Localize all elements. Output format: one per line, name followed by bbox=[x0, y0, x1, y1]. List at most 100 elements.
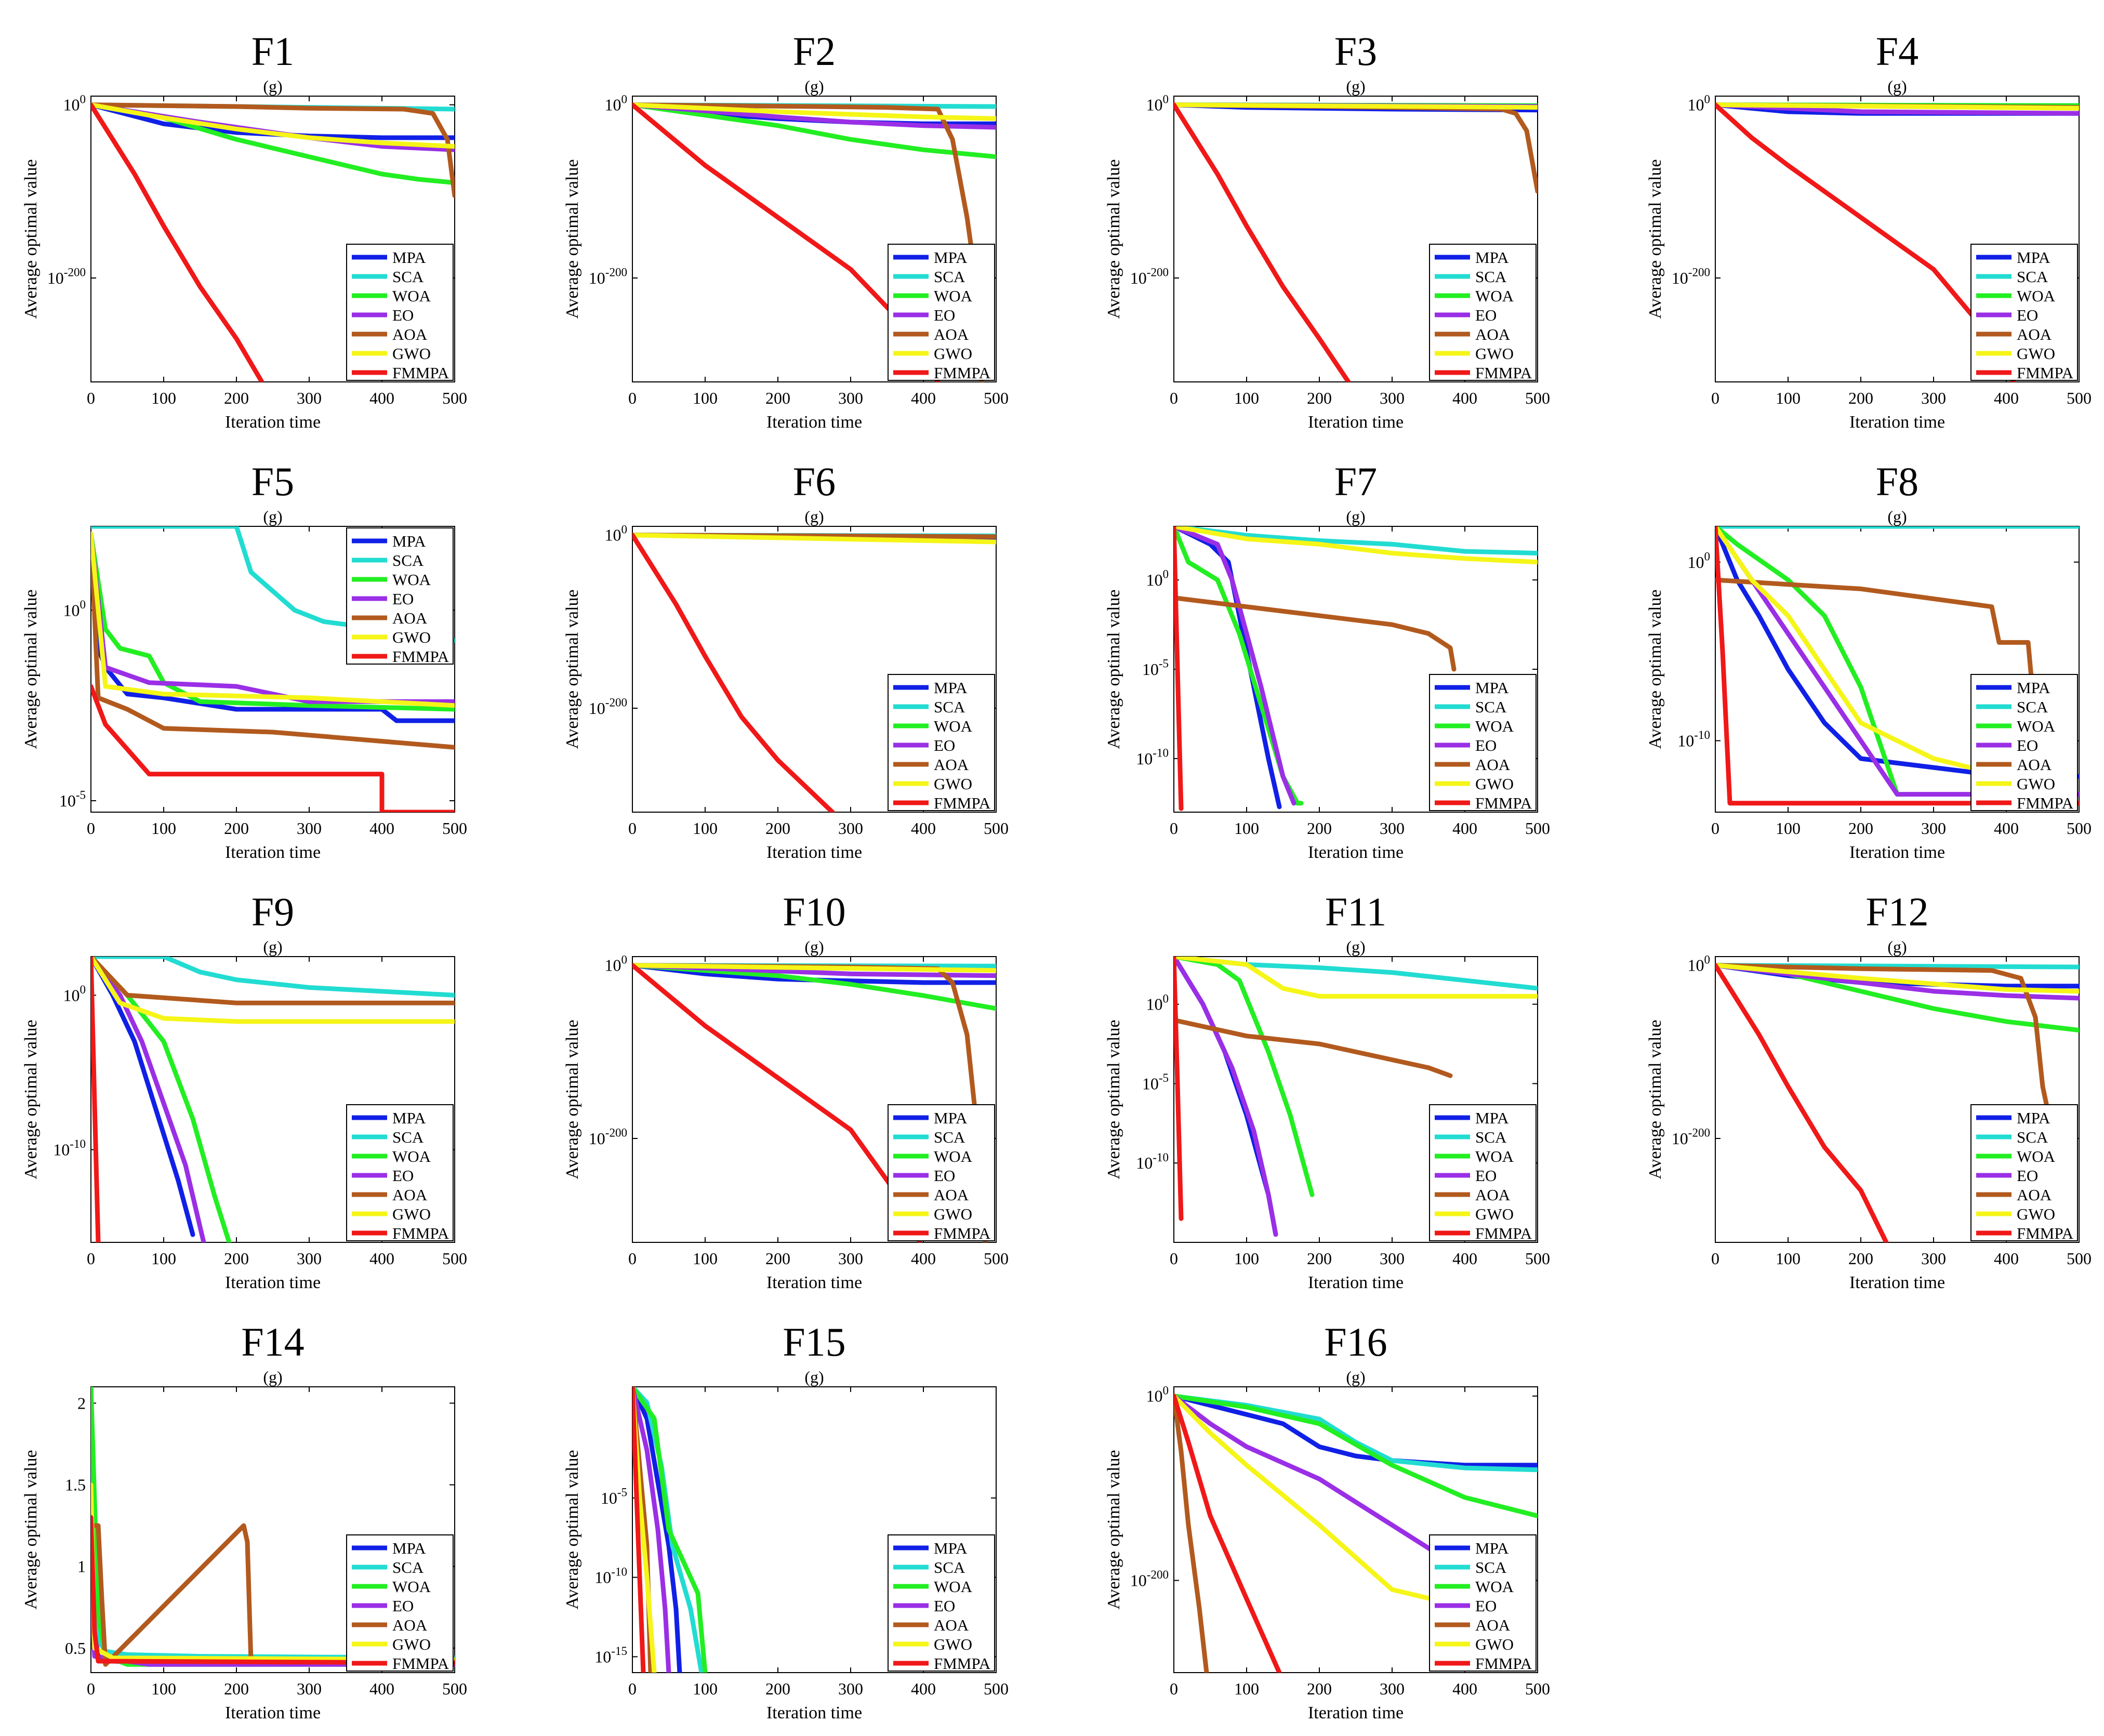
series-line-MPA bbox=[1174, 526, 1282, 810]
x-tick-label: 0 bbox=[628, 389, 637, 407]
y-axis-label: Average optimal value bbox=[563, 1019, 582, 1179]
series-line-FMMPA bbox=[1715, 526, 2079, 806]
chart-title: F5 bbox=[252, 459, 294, 504]
x-tick-label: 400 bbox=[911, 1249, 936, 1268]
legend-label-AOA: AOA bbox=[934, 756, 969, 774]
y-axis-label: Average optimal value bbox=[21, 1450, 41, 1609]
legend-label-SCA: SCA bbox=[392, 268, 424, 286]
y-axis-label: Average optimal value bbox=[1646, 589, 1665, 749]
y-tick-label: 100 bbox=[63, 983, 86, 1004]
legend-label-MPA: MPA bbox=[934, 1109, 968, 1127]
legend-label-FMMPA: FMMPA bbox=[934, 1654, 991, 1673]
legend-label-EO: EO bbox=[934, 736, 955, 754]
x-tick-label: 500 bbox=[984, 389, 1009, 407]
series-line-WOA bbox=[1174, 526, 1304, 806]
x-tick-label: 200 bbox=[1848, 1249, 1873, 1268]
chart-title: F10 bbox=[783, 889, 845, 934]
x-tick-label: 100 bbox=[151, 1679, 176, 1698]
chart-F7: F7 (g) 0 100 200 300 400 500 100 10-5 10-10 Iterati… bbox=[1104, 459, 1550, 862]
series-line-FMMPA bbox=[91, 1515, 455, 1665]
series-line-FMMPA bbox=[1174, 957, 1184, 1221]
chart-F4: F4 (g) 0 100 200 300 400 500 100 10-200 Iteration … bbox=[1646, 29, 2092, 432]
legend-label-WOA: WOA bbox=[1475, 1147, 1514, 1165]
y-tick-label: 10-5 bbox=[601, 1485, 627, 1507]
chart-subtitle: (g) bbox=[263, 1368, 282, 1386]
y-axis-label: Average optimal value bbox=[21, 159, 41, 319]
series-line-GWO bbox=[91, 102, 455, 149]
series-line-GWO bbox=[1174, 957, 1538, 999]
x-tick-label: 100 bbox=[1234, 389, 1259, 407]
x-tick-label: 200 bbox=[765, 819, 790, 838]
y-tick-label: 10-5 bbox=[1142, 657, 1169, 679]
legend-label-EO: EO bbox=[2017, 736, 2038, 754]
legend-label-SCA: SCA bbox=[392, 551, 424, 569]
x-tick-label: 100 bbox=[1776, 819, 1801, 838]
x-tick-label: 100 bbox=[1776, 1249, 1801, 1268]
chart-F1: F1 (g) 0 100 200 300 400 500 100 10-200 Iteration … bbox=[21, 29, 467, 432]
series-line-AOA bbox=[91, 957, 455, 1005]
x-tick-label: 100 bbox=[693, 1249, 718, 1268]
y-tick-label: 10-15 bbox=[594, 1644, 627, 1666]
legend-label-GWO: GWO bbox=[934, 1635, 972, 1653]
x-tick-label: 200 bbox=[765, 1249, 790, 1268]
chart-subtitle: (g) bbox=[1346, 77, 1365, 96]
series-group bbox=[91, 957, 455, 1242]
y-tick-label: 100 bbox=[1146, 1383, 1169, 1405]
x-tick-label: 300 bbox=[1921, 819, 1946, 838]
series-line-FMMPA bbox=[1174, 526, 1184, 811]
series-line-FMMPA bbox=[1715, 963, 1889, 1242]
x-axis-label: Iteration time bbox=[225, 1273, 321, 1292]
y-tick-label: 10-200 bbox=[47, 266, 86, 287]
legend-label-FMMPA: FMMPA bbox=[1475, 794, 1532, 812]
legend-label-MPA: MPA bbox=[1475, 1109, 1509, 1127]
legend-label-EO: EO bbox=[1475, 306, 1497, 324]
series-line-EO bbox=[1715, 963, 2079, 1001]
series-line-AOA bbox=[1174, 1394, 1209, 1673]
chart-F10: F10 (g) 0 100 200 300 400 500 100 10-200 Iteration… bbox=[563, 889, 1009, 1292]
series-line-AOA bbox=[1715, 577, 2038, 725]
x-tick-label: 100 bbox=[693, 389, 718, 407]
chart-F9: F9 (g) 0 100 200 300 400 500 100 10-10 Iteration t… bbox=[21, 889, 467, 1292]
x-tick-label: 500 bbox=[1525, 1249, 1550, 1268]
legend-label-WOA: WOA bbox=[392, 571, 431, 589]
x-tick-label: 0 bbox=[1170, 1679, 1178, 1698]
chart-F14: F14 (g) 0 100 200 300 400 500 0.5 1 1.5 2 Iteration … bbox=[21, 1319, 467, 1722]
series-line-FMMPA bbox=[632, 1387, 646, 1673]
legend-label-AOA: AOA bbox=[1475, 1186, 1511, 1204]
legend-label-SCA: SCA bbox=[2017, 1128, 2048, 1146]
y-tick-label: 100 bbox=[1146, 92, 1169, 114]
legend-label-GWO: GWO bbox=[392, 1205, 431, 1223]
x-axis-label: Iteration time bbox=[1849, 843, 1945, 862]
series-line-EO bbox=[1174, 526, 1296, 806]
series-line-FMMPA bbox=[632, 533, 835, 812]
legend-box bbox=[346, 244, 454, 381]
y-axis-label: Average optimal value bbox=[563, 159, 582, 319]
x-tick-label: 300 bbox=[297, 389, 322, 407]
x-tick-label: 100 bbox=[1234, 1679, 1259, 1698]
x-tick-label: 400 bbox=[369, 819, 394, 838]
x-axis-label: Iteration time bbox=[1308, 1273, 1404, 1292]
legend-box bbox=[1970, 1104, 2078, 1241]
series-line-WOA bbox=[1174, 1394, 1538, 1518]
legend-label-SCA: SCA bbox=[392, 1558, 424, 1576]
legend-label-FMMPA: FMMPA bbox=[2017, 364, 2074, 382]
y-tick-label: 10-200 bbox=[1672, 266, 1710, 287]
series-group bbox=[91, 1387, 455, 1667]
chart-title: F9 bbox=[252, 889, 294, 934]
series-line-EO bbox=[1174, 957, 1278, 1237]
chart-subtitle: (g) bbox=[1887, 507, 1907, 526]
y-tick-label: 100 bbox=[604, 952, 627, 974]
x-tick-label: 200 bbox=[224, 819, 249, 838]
legend-label-EO: EO bbox=[1475, 1167, 1497, 1185]
chart-F8: F8 (g) 0 100 200 300 400 500 100 10-10 Iteration t… bbox=[1646, 459, 2092, 862]
chart-F5: F5 (g) 0 100 200 300 400 500 100 10-5 Iteration ti… bbox=[21, 459, 467, 862]
legend-label-FMMPA: FMMPA bbox=[1475, 1224, 1532, 1242]
y-tick-label: 1 bbox=[77, 1557, 86, 1576]
series-line-AOA bbox=[91, 532, 455, 750]
y-tick-label: 10-5 bbox=[1142, 1071, 1169, 1093]
y-axis-label: Average optimal value bbox=[1104, 1019, 1123, 1179]
chart-title: F11 bbox=[1325, 889, 1387, 934]
chart-title: F3 bbox=[1334, 29, 1377, 74]
x-axis-label: Iteration time bbox=[766, 843, 862, 862]
